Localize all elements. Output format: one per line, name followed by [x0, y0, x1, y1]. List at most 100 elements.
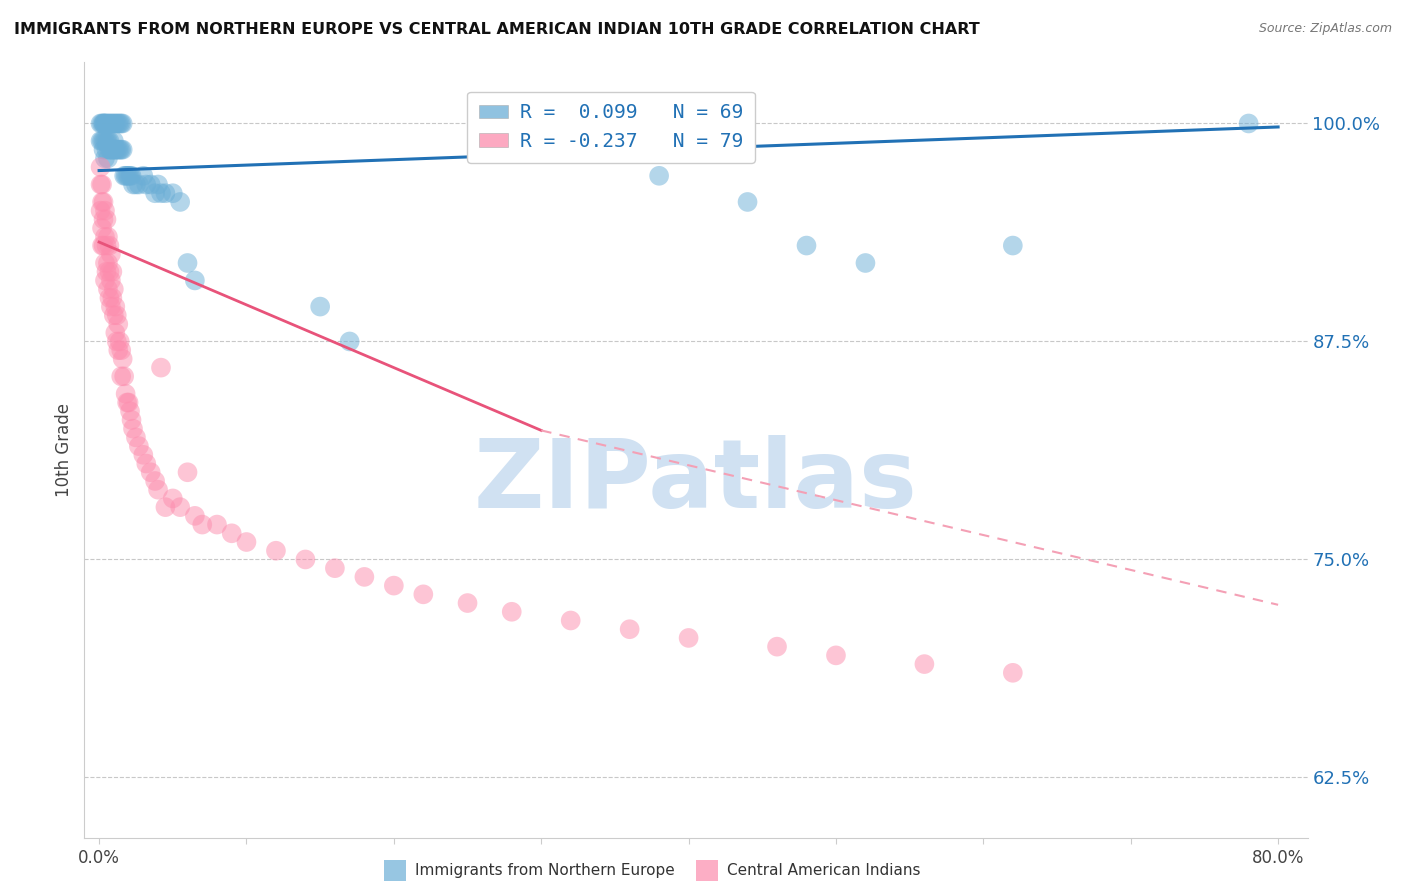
- Point: [103, 308, 125, 322]
- Point: [94, 203, 117, 218]
- Point: [100, 247, 122, 261]
- Point: [93, 238, 115, 252]
- Point: [135, 457, 157, 471]
- Point: [90, 160, 112, 174]
- Point: [98, 265, 121, 279]
- Point: [912, 657, 935, 671]
- Point: [97, 256, 120, 270]
- Point: [101, 265, 124, 279]
- Point: [184, 508, 207, 523]
- Point: [104, 143, 127, 157]
- Point: [323, 561, 346, 575]
- Point: [94, 152, 117, 166]
- Point: [155, 500, 177, 515]
- Point: [96, 212, 118, 227]
- Point: [108, 143, 131, 157]
- Point: [221, 526, 243, 541]
- Point: [132, 448, 155, 462]
- Point: [139, 178, 162, 192]
- Point: [94, 273, 117, 287]
- Point: [122, 422, 145, 436]
- Point: [105, 308, 128, 322]
- Point: [93, 194, 115, 209]
- Point: [501, 605, 523, 619]
- Point: [115, 169, 138, 183]
- Point: [97, 230, 120, 244]
- Point: [125, 178, 148, 192]
- Point: [111, 116, 134, 130]
- Point: [90, 134, 112, 148]
- Point: [122, 178, 145, 192]
- Point: [150, 360, 173, 375]
- Point: [146, 483, 169, 497]
- Point: [94, 256, 117, 270]
- Point: [118, 404, 141, 418]
- Point: [825, 648, 848, 663]
- Point: [101, 291, 124, 305]
- Point: [146, 178, 169, 192]
- Point: [90, 178, 112, 192]
- Point: [103, 282, 125, 296]
- Point: [108, 334, 131, 349]
- Point: [110, 143, 132, 157]
- Point: [135, 178, 157, 192]
- Point: [619, 622, 641, 636]
- Point: [96, 265, 118, 279]
- Point: [96, 134, 118, 148]
- Point: [103, 134, 125, 148]
- Point: [110, 369, 132, 384]
- Point: [101, 143, 124, 157]
- Point: [96, 116, 118, 130]
- Point: [105, 116, 128, 130]
- Point: [93, 212, 115, 227]
- Point: [103, 143, 125, 157]
- Point: [648, 169, 671, 183]
- Point: [121, 413, 143, 427]
- Point: [412, 587, 434, 601]
- Point: [91, 194, 114, 209]
- Point: [176, 256, 198, 270]
- Point: [96, 143, 118, 157]
- Point: [117, 169, 139, 183]
- Point: [184, 273, 207, 287]
- Point: [114, 386, 136, 401]
- Point: [91, 178, 114, 192]
- Point: [104, 300, 127, 314]
- Point: [94, 230, 117, 244]
- Point: [117, 395, 139, 409]
- Point: [115, 395, 138, 409]
- Point: [91, 238, 114, 252]
- Point: [93, 143, 115, 157]
- Point: [294, 552, 316, 566]
- Point: [235, 535, 257, 549]
- Point: [205, 517, 228, 532]
- Point: [98, 291, 121, 305]
- Text: IMMIGRANTS FROM NORTHERN EUROPE VS CENTRAL AMERICAN INDIAN 10TH GRADE CORRELATIO: IMMIGRANTS FROM NORTHERN EUROPE VS CENTR…: [14, 22, 980, 37]
- Point: [150, 186, 173, 201]
- Point: [91, 134, 114, 148]
- Point: [766, 640, 789, 654]
- Point: [90, 203, 112, 218]
- Y-axis label: 10th Grade: 10th Grade: [55, 403, 73, 498]
- Text: Immigrants from Northern Europe: Immigrants from Northern Europe: [415, 863, 675, 878]
- Point: [98, 116, 121, 130]
- Point: [98, 134, 121, 148]
- Point: [309, 300, 332, 314]
- Point: [97, 116, 120, 130]
- Point: [94, 134, 117, 148]
- Point: [560, 614, 582, 628]
- Point: [1001, 238, 1024, 252]
- Point: [104, 326, 127, 340]
- Point: [162, 491, 184, 506]
- Point: [143, 474, 166, 488]
- Point: [98, 143, 121, 157]
- Point: [111, 143, 134, 157]
- Point: [339, 334, 361, 349]
- Point: [143, 186, 166, 201]
- Point: [97, 282, 120, 296]
- Point: [191, 517, 214, 532]
- Point: [105, 143, 128, 157]
- Point: [94, 116, 117, 130]
- Point: [107, 317, 129, 331]
- Point: [155, 186, 177, 201]
